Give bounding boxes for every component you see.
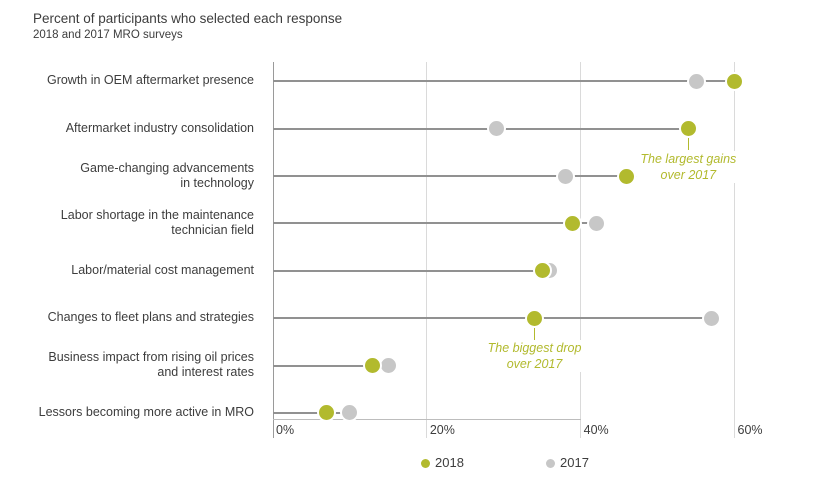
category-label: Growth in OEM aftermarket presence [20, 73, 254, 88]
category-label-line: Lessors becoming more active in MRO [38, 404, 254, 419]
category-label-line: and interest rates [157, 365, 254, 379]
x-axis-baseline [273, 419, 581, 420]
gridline-60% [734, 62, 735, 438]
dot-2018 [534, 263, 550, 278]
annotation-callout: The biggest drop over 2017 [483, 340, 586, 372]
legend-dot-2018-icon [421, 458, 430, 468]
legend-label-2017: 2017 [560, 455, 589, 470]
axis-tick-label: 40% [583, 423, 609, 437]
category-label-line: Growth in OEM aftermarket presence [46, 73, 254, 87]
dot-2018 [365, 358, 381, 373]
category-label: Lessors becoming more active in MRO [20, 405, 254, 420]
row-stem [273, 411, 350, 414]
axis-tick-label: 0% [276, 423, 295, 437]
legend-item-2018: 2018 [421, 455, 464, 471]
category-label-line: Game-changing advancements [80, 160, 254, 175]
dot-2018 [319, 405, 335, 420]
category-label-line: Labor shortage in the maintenance [60, 207, 254, 222]
annotation-text-line: The largest gains [640, 151, 737, 166]
category-label-line: Aftermarket industry consolidation [65, 120, 254, 135]
dot-2017 [588, 215, 604, 231]
dot-2018 [527, 310, 543, 326]
category-label-line: technician field [171, 222, 254, 237]
annotation-callout: The largest gains over 2017 [636, 150, 741, 183]
dot-2017 [688, 73, 704, 89]
category-label-line: Changes to fleet plans and strategies [47, 310, 254, 324]
category-label: Aftermarket industry consolidation [20, 121, 254, 136]
annotation-leader-line [534, 327, 536, 340]
gridline-20% [426, 62, 428, 438]
chart-subtitle: 2018 and 2017 MRO surveys [33, 29, 183, 41]
row-stem [273, 269, 550, 272]
annotation-text-line: The biggest drop [487, 341, 582, 355]
legend-dot-2017-icon [546, 458, 555, 468]
category-label: Game-changing advancements in technology [20, 161, 254, 191]
dot-2017 [557, 168, 573, 184]
dot-2017 [342, 405, 358, 420]
dot-2018 [565, 215, 581, 231]
dot-2017 [703, 310, 719, 326]
category-label: Labor/material cost management [20, 263, 254, 278]
annotation-text-line: over 2017 [506, 357, 563, 371]
axis-tick-label: 20% [429, 423, 455, 437]
row-stem [273, 364, 389, 367]
row-stem [273, 127, 689, 130]
category-label-line: Labor/material cost management [71, 262, 254, 277]
dot-2018 [619, 168, 635, 184]
category-label: Business impact from rising oil prices an… [20, 350, 254, 380]
dot-2018 [680, 121, 696, 136]
row-stem [273, 317, 712, 319]
dot-2018 [727, 73, 742, 89]
category-label: Labor shortage in the maintenance technic… [20, 208, 254, 238]
axis-tick-label: 60% [737, 423, 763, 437]
row-stem [273, 222, 597, 224]
category-label-line: in technology [180, 175, 254, 190]
chart-title: Percent of participants who selected eac… [33, 11, 343, 26]
y-axis-line [272, 62, 274, 438]
annotation-leader-line [687, 138, 689, 150]
legend-item-2017: 2017 [546, 455, 589, 471]
dot-2017 [380, 358, 396, 373]
row-stem [273, 80, 735, 82]
gridline-40% [580, 62, 582, 438]
dot-2017 [488, 121, 504, 136]
row-stem [273, 175, 627, 177]
legend-label-2018: 2018 [435, 455, 464, 470]
category-label: Changes to fleet plans and strategies [20, 310, 254, 325]
category-label-line: Business impact from rising oil prices [48, 350, 254, 364]
annotation-text-line: over 2017 [660, 167, 717, 182]
